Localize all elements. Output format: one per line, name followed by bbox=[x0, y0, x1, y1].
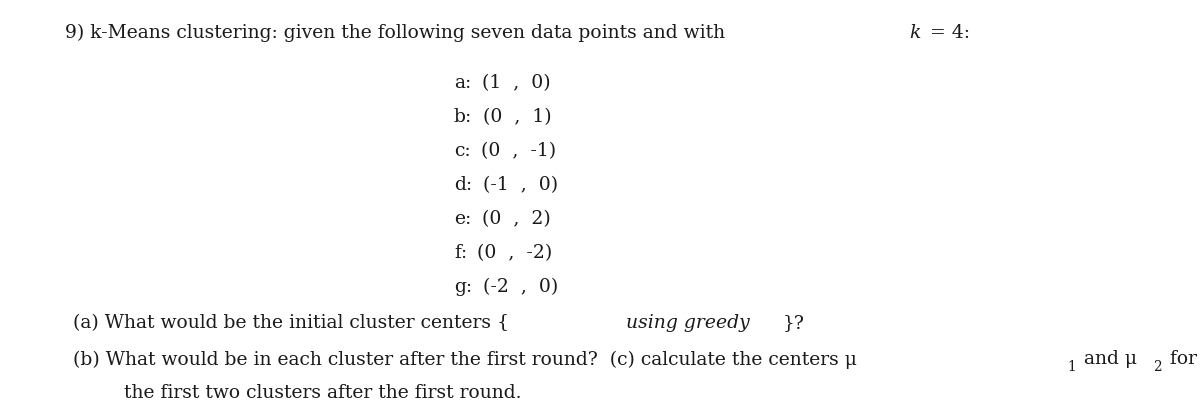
Text: using greedy: using greedy bbox=[626, 314, 750, 332]
Text: (-1  ,  0): (-1 , 0) bbox=[482, 176, 558, 194]
Text: (0  ,  -1): (0 , -1) bbox=[481, 142, 556, 160]
Text: (1  ,  0): (1 , 0) bbox=[481, 74, 551, 92]
Text: (0  ,  -2): (0 , -2) bbox=[476, 244, 552, 262]
Text: (0  ,  1): (0 , 1) bbox=[484, 108, 552, 126]
Text: for: for bbox=[1164, 350, 1196, 368]
Text: f:: f: bbox=[454, 244, 467, 262]
Text: }?: }? bbox=[782, 314, 805, 332]
Text: a:: a: bbox=[454, 74, 472, 92]
Text: (a) What would be the initial cluster centers {: (a) What would be the initial cluster ce… bbox=[73, 314, 509, 332]
Text: c:: c: bbox=[454, 142, 470, 160]
Text: b:: b: bbox=[454, 108, 473, 126]
Text: the first two clusters after the first round.: the first two clusters after the first r… bbox=[124, 384, 521, 400]
Text: 9) k-Means clustering: given the following seven data points and with: 9) k-Means clustering: given the followi… bbox=[65, 24, 731, 42]
Text: 1: 1 bbox=[1067, 360, 1075, 374]
Text: and μ: and μ bbox=[1078, 350, 1136, 368]
Text: 2: 2 bbox=[1153, 360, 1162, 374]
Text: e:: e: bbox=[454, 210, 472, 228]
Text: (-2  ,  0): (-2 , 0) bbox=[482, 278, 558, 296]
Text: (0  ,  2): (0 , 2) bbox=[481, 210, 551, 228]
Text: k: k bbox=[910, 24, 920, 42]
Text: = 4:: = 4: bbox=[924, 24, 970, 42]
Text: g:: g: bbox=[454, 278, 472, 296]
Text: d:: d: bbox=[454, 176, 472, 194]
Text: (b) What would be in each cluster after the first round?  (c) calculate the cent: (b) What would be in each cluster after … bbox=[73, 350, 857, 368]
